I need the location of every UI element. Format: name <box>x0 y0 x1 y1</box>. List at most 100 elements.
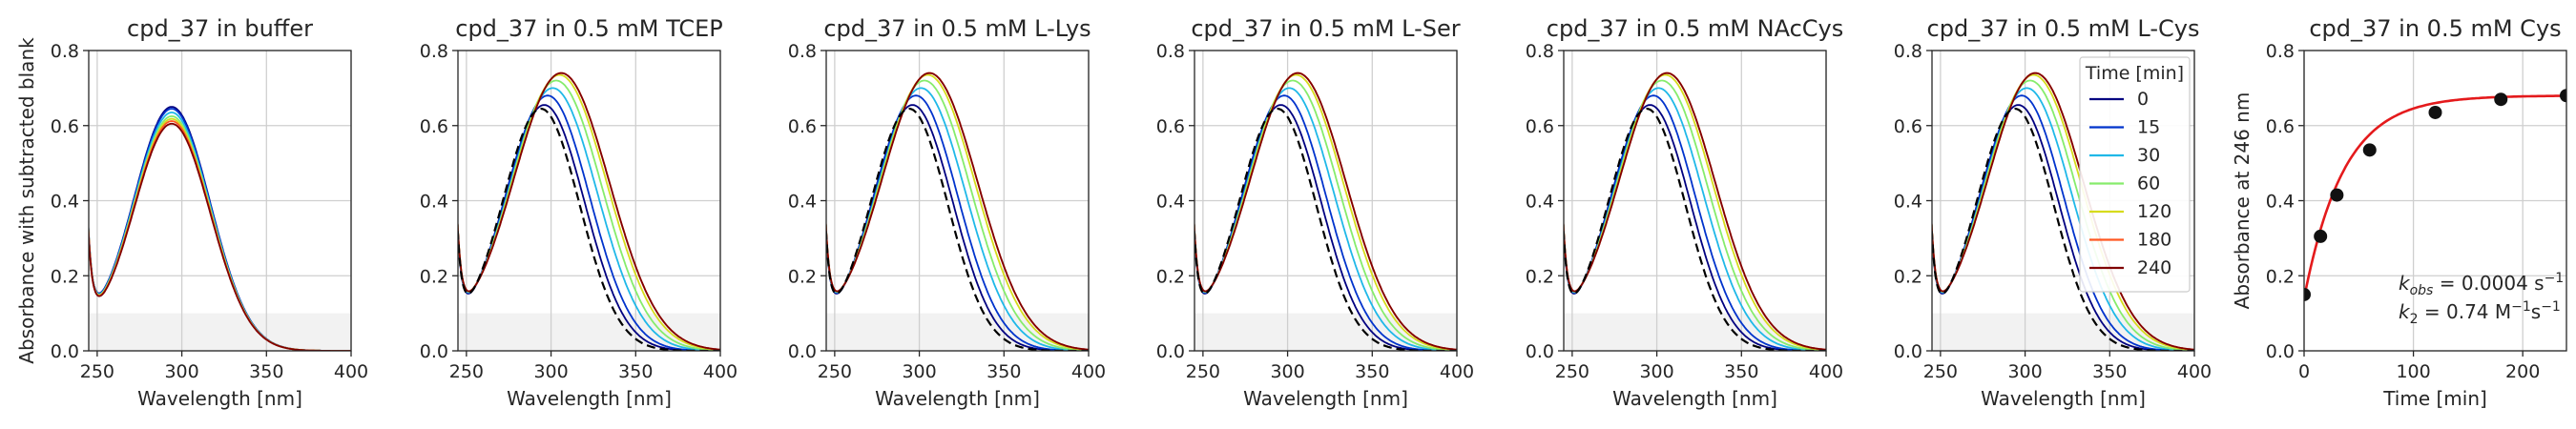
legend-label-120: 120 <box>2137 201 2171 222</box>
y-axis-label: Absorbance at 246 nm <box>2231 92 2254 310</box>
series-line-240 <box>1564 72 1826 351</box>
panel-2: 0.0 0.2 0.4 0.6 0.8 250 300 350 400 cpd_37 in 0.5… <box>420 15 737 410</box>
y-tick-label: 0.2 <box>51 266 79 287</box>
y-tick-label: 0.0 <box>1894 341 1922 362</box>
y-tick-label: 0.6 <box>1156 116 1185 137</box>
kobs-annotation: kobs = 0.0004 s−1 <box>2399 271 2564 298</box>
x-tick-label: 250 <box>1555 361 1589 382</box>
series-line-15 <box>458 94 720 351</box>
legend-label-30: 30 <box>2137 145 2160 166</box>
series-group <box>826 72 1089 351</box>
x-tick-label: 300 <box>533 361 568 382</box>
y-tick-label: 0.8 <box>1156 41 1185 62</box>
series-group <box>458 72 720 351</box>
y-tick-label: 0.4 <box>51 192 79 213</box>
data-point-180 <box>2494 92 2508 107</box>
y-tick-label: 0.2 <box>1156 266 1185 287</box>
y-tick-label: 0.6 <box>1526 116 1554 137</box>
y-tick-label: 0.6 <box>1894 116 1922 137</box>
series-group <box>2304 89 2566 301</box>
x-tick-label: 400 <box>1071 361 1106 382</box>
panel-5: 0.0 0.2 0.4 0.6 0.8 250 300 350 400 cpd_37 in 0.5… <box>1526 15 1843 410</box>
blank-region <box>1932 313 2194 351</box>
legend-label-0: 0 <box>2137 89 2149 110</box>
y-tick-label: 0.4 <box>1526 192 1554 213</box>
y-tick-label: 0.8 <box>788 41 817 62</box>
chart-title: cpd_37 in 0.5 mM L-Lys <box>823 15 1091 42</box>
series-line-15 <box>1195 94 1457 351</box>
y-tick-label: 0.0 <box>2266 341 2295 362</box>
axes-frame <box>825 50 1090 352</box>
panel-7: 0.0 0.2 0.4 0.6 0.8 0 100 200 kobs = 0.0004 s−1k… <box>2231 15 2567 410</box>
x-tick-label: 250 <box>80 361 114 382</box>
series-line-15 <box>826 94 1089 351</box>
y-tick-label: 0.0 <box>51 341 79 362</box>
x-axis-label: Wavelength [nm] <box>1243 387 1408 410</box>
chart-title: cpd_37 in 0.5 mM L-Cys <box>1927 15 2200 42</box>
panel-4: 0.0 0.2 0.4 0.6 0.8 250 300 350 400 cpd_37 in 0.5… <box>1156 15 1474 410</box>
x-tick-label: 300 <box>1270 361 1304 382</box>
data-point-15 <box>2314 229 2328 243</box>
y-tick-label: 0.8 <box>51 41 79 62</box>
y-tick-label: 0.4 <box>788 192 817 213</box>
x-axis-label: Wavelength [nm] <box>875 387 1040 410</box>
axes-frame <box>457 50 721 352</box>
y-tick-label: 0.6 <box>51 116 79 137</box>
y-tick-label: 0.6 <box>420 116 448 137</box>
x-tick-label: 200 <box>2505 361 2540 382</box>
x-tick-label: 400 <box>1440 361 1474 382</box>
axes-frame <box>1931 50 2195 352</box>
chart-title: cpd_37 in 0.5 mM TCEP <box>455 15 723 42</box>
k2-annotation: k2 = 0.74 M−1s−1 <box>2399 299 2561 327</box>
x-tick-label: 350 <box>1355 361 1389 382</box>
y-tick-label: 0.8 <box>1526 41 1554 62</box>
y-tick-label: 0.0 <box>1156 341 1185 362</box>
x-tick-label: 350 <box>2092 361 2127 382</box>
y-tick-label: 0.4 <box>1894 192 1922 213</box>
chart-title: cpd_37 in buffer <box>127 15 313 42</box>
x-tick-label: 350 <box>249 361 283 382</box>
blank-region <box>1564 313 1826 351</box>
y-tick-label: 0.6 <box>788 116 817 137</box>
x-tick-label: 300 <box>2007 361 2042 382</box>
series-line-240 <box>458 72 720 351</box>
x-axis-label: Wavelength [nm] <box>507 387 672 410</box>
y-tick-label: 0.2 <box>1526 266 1554 287</box>
legend-label-60: 60 <box>2137 174 2160 194</box>
x-tick-label: 250 <box>449 361 484 382</box>
legend-box <box>2079 56 2191 293</box>
x-tick-label: 0 <box>2298 361 2310 382</box>
panel-3: 0.0 0.2 0.4 0.6 0.8 250 300 350 400 cpd_37 in 0.5… <box>788 15 1106 410</box>
y-tick-label: 0.2 <box>420 266 448 287</box>
chart-title: cpd_37 in 0.5 mM Cys <box>2309 15 2561 42</box>
data-point-60 <box>2362 143 2377 157</box>
y-tick-label: 0.2 <box>1894 266 1922 287</box>
x-tick-label: 400 <box>334 361 368 382</box>
x-tick-label: 100 <box>2396 361 2430 382</box>
legend-label-240: 240 <box>2137 257 2171 278</box>
axes-frame <box>1194 50 1458 352</box>
data-point-0 <box>2304 287 2311 301</box>
chart-title: cpd_37 in 0.5 mM NAcCys <box>1547 15 1843 42</box>
x-tick-label: 250 <box>818 361 852 382</box>
series-line-15 <box>1564 94 1826 351</box>
data-point-240 <box>2560 89 2566 103</box>
x-axis-label: Wavelength [nm] <box>1981 387 2146 410</box>
y-tick-label: 0.8 <box>2266 41 2295 62</box>
series-line-240 <box>1195 72 1457 351</box>
x-axis-label: Wavelength [nm] <box>137 387 302 410</box>
axes-frame <box>88 50 352 352</box>
series-line-15 <box>1932 94 2194 351</box>
axes-frame <box>1563 50 1827 352</box>
y-tick-label: 0.4 <box>1156 192 1185 213</box>
blank-region <box>89 313 351 351</box>
blank-region <box>1195 313 1457 351</box>
y-tick-label: 0.8 <box>420 41 448 62</box>
x-tick-label: 400 <box>2177 361 2212 382</box>
y-tick-label: 0.6 <box>2266 116 2295 137</box>
chart-title: cpd_37 in 0.5 mM L-Ser <box>1191 15 1460 42</box>
y-tick-label: 0.2 <box>788 266 817 287</box>
x-tick-label: 350 <box>987 361 1021 382</box>
